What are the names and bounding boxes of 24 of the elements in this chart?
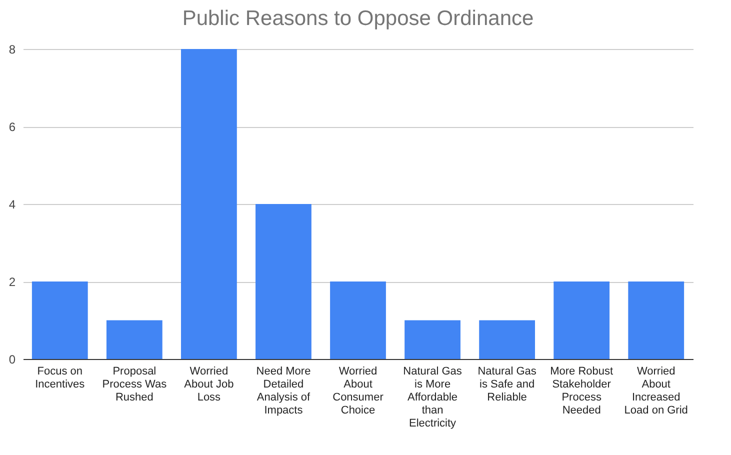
x-tick-label: Worried About Job Loss xyxy=(184,366,234,404)
y-tick-label: 2 xyxy=(8,275,16,289)
bar xyxy=(256,204,312,359)
bar xyxy=(181,49,237,359)
x-tick-label: Worried About Increased Load on Grid xyxy=(624,366,688,416)
x-tick-label: Proposal Process Was Rushed xyxy=(102,366,168,404)
bar xyxy=(330,282,386,359)
bar xyxy=(554,282,610,359)
bar xyxy=(628,282,684,359)
x-tick-label: Focus on Incentives xyxy=(35,366,86,390)
chart-title: Public Reasons to Oppose Ordinance xyxy=(182,7,534,30)
x-tick-label: Need More Detailed Analysis of Impacts xyxy=(256,366,312,416)
bar xyxy=(404,320,460,359)
x-tick-label: Natural Gas is More Affordable than Electricity xyxy=(403,366,462,430)
bar xyxy=(32,282,88,359)
x-tick-label: Worried About Consumer Choice xyxy=(332,366,384,416)
y-tick-label: 4 xyxy=(8,198,16,212)
y-tick-label: 6 xyxy=(8,120,16,134)
x-tick-label: Natural Gas is Safe and Reliable xyxy=(478,366,537,404)
bar xyxy=(106,320,162,359)
x-tick-label: More Robust Stakeholder Process Needed xyxy=(550,366,614,416)
y-tick-label: 8 xyxy=(8,42,16,56)
y-tick-label: 0 xyxy=(8,352,16,366)
bar xyxy=(479,320,535,359)
